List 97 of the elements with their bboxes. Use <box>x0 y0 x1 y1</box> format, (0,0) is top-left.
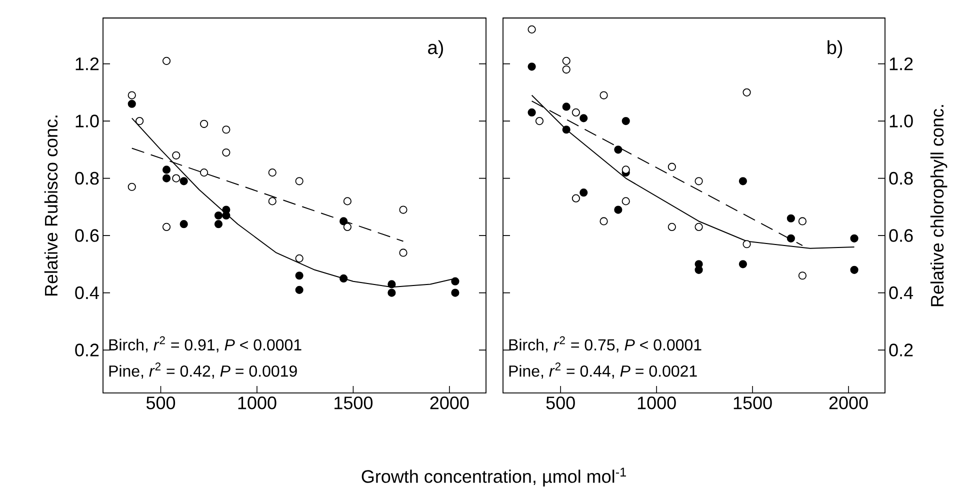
point <box>535 116 544 126</box>
point <box>214 220 223 228</box>
point <box>622 197 630 206</box>
point <box>222 148 230 157</box>
point <box>600 217 608 226</box>
point <box>572 108 580 117</box>
y2-tick-label: 0.2 <box>889 344 913 356</box>
x-axis-title: Growth concentration, µmol mol$^{-1}$ <box>362 468 626 486</box>
y2-tick-label: 1.2 <box>890 58 913 70</box>
annotation: Pine, r$^{2}$ = 0.44, P = 0.0021 <box>509 362 697 379</box>
annotation: a) <box>428 40 443 58</box>
x-tick-label: 1500 <box>334 396 373 410</box>
x-tick-label: 500 <box>546 396 575 410</box>
point <box>200 168 208 177</box>
point <box>268 168 276 177</box>
line-series <box>531 94 855 249</box>
point <box>742 88 751 96</box>
point <box>786 234 795 242</box>
y-tick-label: 0.8 <box>75 172 99 185</box>
point <box>128 182 136 191</box>
point <box>738 177 747 186</box>
point <box>136 116 144 126</box>
point <box>622 116 630 126</box>
point <box>388 288 396 297</box>
point <box>451 288 460 297</box>
point <box>562 126 570 134</box>
point <box>162 166 171 174</box>
point <box>580 188 588 197</box>
point <box>668 222 676 232</box>
point <box>580 114 588 122</box>
annotation: b) <box>828 40 842 58</box>
point <box>614 146 622 154</box>
x-tick-label: 1500 <box>734 396 772 410</box>
y-tick-label: 1.2 <box>76 58 99 70</box>
y2-tick-label: 0.8 <box>889 172 913 185</box>
point <box>850 234 858 242</box>
point <box>399 206 408 214</box>
point <box>528 62 536 71</box>
point <box>850 266 858 274</box>
point <box>172 174 180 182</box>
point <box>622 166 630 174</box>
x-tick-label: 1000 <box>638 396 676 410</box>
point <box>562 102 570 111</box>
y2-axis-title: Relative chlorophyll conc. <box>930 105 948 306</box>
point <box>162 222 171 232</box>
x-tick-label: 2000 <box>430 396 469 410</box>
point <box>388 280 396 288</box>
point <box>340 217 348 226</box>
point <box>798 217 807 226</box>
point <box>162 56 171 65</box>
point <box>786 214 795 222</box>
point <box>180 177 188 186</box>
annotation: Birch, r$^{2}$ = 0.75, P < 0.0001 <box>509 336 702 352</box>
point <box>295 272 304 280</box>
y-tick-label: 1.0 <box>76 114 99 128</box>
y2-tick-label: 0.4 <box>889 286 914 300</box>
point <box>528 25 536 34</box>
point <box>295 177 304 186</box>
y-tick-label: 0.6 <box>75 229 99 242</box>
point <box>343 197 352 206</box>
point <box>128 100 136 108</box>
annotation: Pine, r$^{2}$ = 0.42, P = 0.0019 <box>109 362 297 379</box>
point <box>600 91 608 100</box>
point <box>200 120 208 128</box>
y2-tick-label: 0.6 <box>889 229 913 242</box>
x-tick-label: 500 <box>146 396 176 410</box>
annotation: Birch, r$^{2}$ = 0.91, P < 0.0001 <box>109 336 302 352</box>
point <box>694 177 703 186</box>
point <box>562 56 570 65</box>
point <box>738 260 747 268</box>
point <box>214 211 223 220</box>
point <box>399 248 408 257</box>
point <box>222 126 230 134</box>
point <box>268 197 276 206</box>
x-tick-label: 1000 <box>238 396 276 410</box>
point <box>180 220 188 228</box>
point <box>528 108 536 117</box>
y2-tick-label: 1.0 <box>890 114 913 128</box>
point <box>572 194 580 202</box>
point <box>742 240 751 248</box>
point <box>128 91 136 100</box>
point <box>668 162 676 171</box>
point <box>295 254 304 262</box>
point <box>562 65 570 74</box>
point <box>798 272 807 280</box>
point <box>295 286 304 294</box>
point <box>614 206 622 214</box>
point <box>451 277 460 286</box>
x-tick-label: 2000 <box>829 396 868 410</box>
point <box>172 151 180 160</box>
y-tick-label: 0.4 <box>75 286 99 300</box>
point <box>343 222 352 232</box>
y-axis-title: Relative Rubisco conc. <box>44 116 58 296</box>
y-tick-label: 0.2 <box>75 344 99 356</box>
point <box>162 174 171 182</box>
point <box>694 222 703 232</box>
point <box>340 274 348 283</box>
